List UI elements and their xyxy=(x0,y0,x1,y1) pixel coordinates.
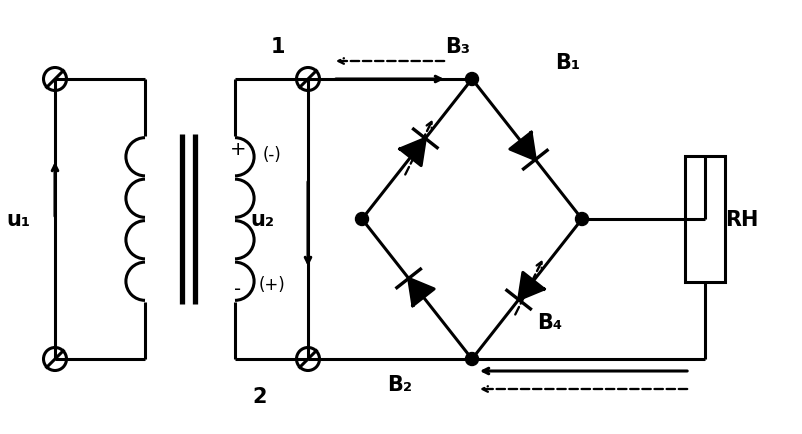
Text: 1: 1 xyxy=(270,37,285,57)
Circle shape xyxy=(355,213,368,226)
Circle shape xyxy=(465,73,478,86)
Text: -: - xyxy=(234,280,241,299)
Circle shape xyxy=(465,353,478,366)
Circle shape xyxy=(575,213,588,226)
Polygon shape xyxy=(518,273,544,300)
Text: 2: 2 xyxy=(253,386,267,406)
Text: B₄: B₄ xyxy=(537,312,562,332)
Polygon shape xyxy=(509,133,535,160)
Text: +: + xyxy=(229,140,246,159)
Text: u₂: u₂ xyxy=(249,210,273,230)
Polygon shape xyxy=(399,139,425,166)
Text: (+): (+) xyxy=(258,275,285,293)
Text: B₂: B₂ xyxy=(387,374,412,394)
Text: B₁: B₁ xyxy=(555,53,580,73)
Text: B₃: B₃ xyxy=(445,37,470,57)
Text: RН: RН xyxy=(724,210,758,230)
Polygon shape xyxy=(408,279,434,306)
Text: (-): (-) xyxy=(262,146,281,164)
Bar xyxy=(684,157,724,283)
Text: u₁: u₁ xyxy=(6,210,30,230)
